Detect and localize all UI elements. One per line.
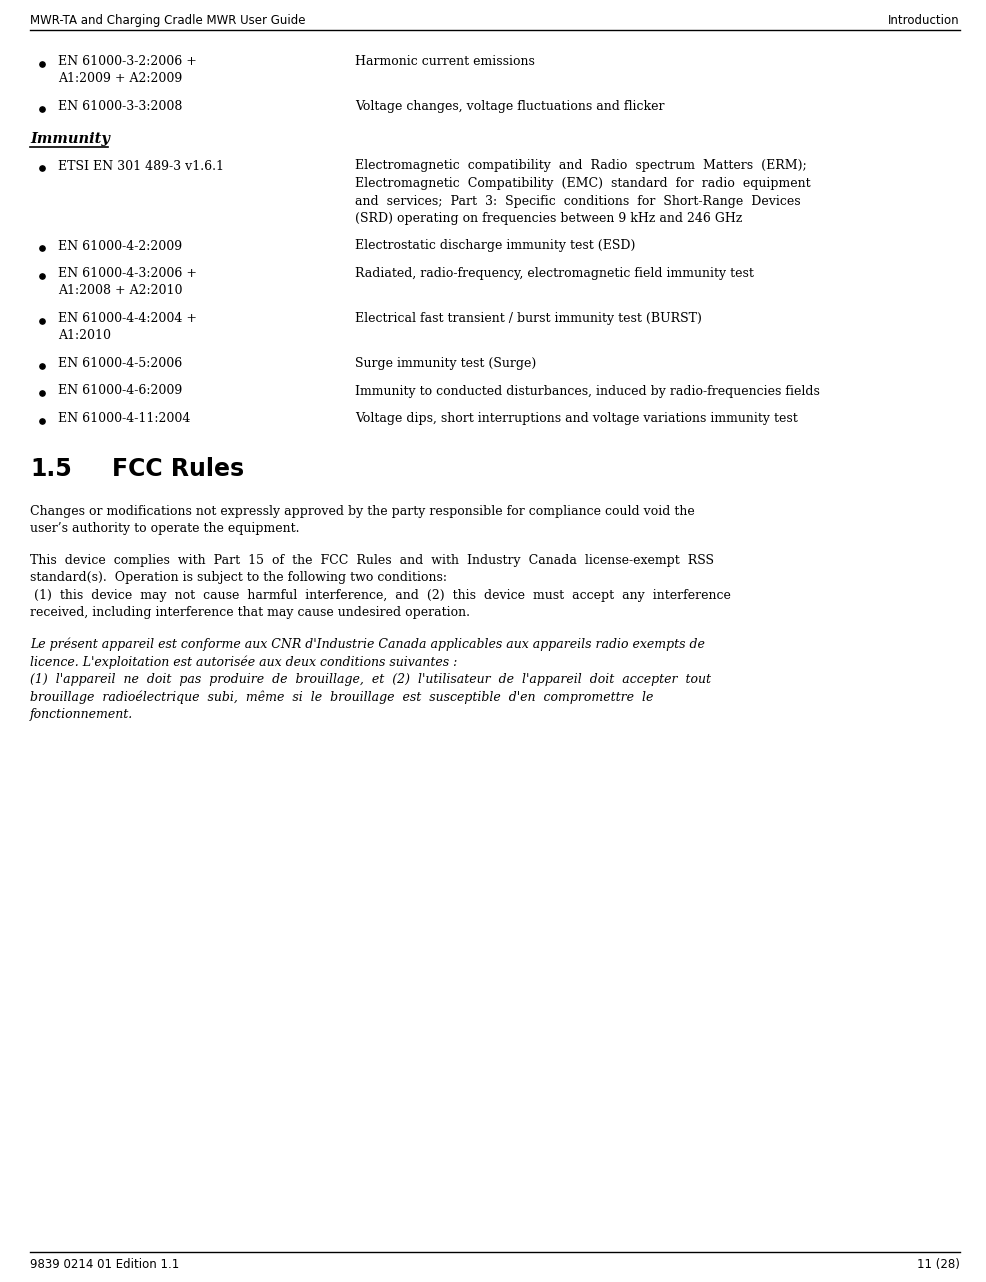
- Text: fonctionnement.: fonctionnement.: [30, 708, 133, 720]
- Text: FCC Rules: FCC Rules: [111, 458, 244, 482]
- Text: Changes or modifications not expressly approved by the party responsible for com: Changes or modifications not expressly a…: [30, 505, 694, 518]
- Text: Harmonic current emissions: Harmonic current emissions: [355, 55, 534, 68]
- Text: Electromagnetic  compatibility  and  Radio  spectrum  Matters  (ERM);: Electromagnetic compatibility and Radio …: [355, 159, 806, 173]
- Text: (1)  this  device  may  not  cause  harmful  interference,  and  (2)  this  devi: (1) this device may not cause harmful in…: [30, 588, 731, 603]
- Text: ETSI EN 301 489-3 v1.6.1: ETSI EN 301 489-3 v1.6.1: [58, 159, 224, 173]
- Text: standard(s).  Operation is subject to the following two conditions:: standard(s). Operation is subject to the…: [30, 572, 447, 585]
- Text: (1)  l'appareil  ne  doit  pas  produire  de  brouillage,  et  (2)  l'utilisateu: (1) l'appareil ne doit pas produire de b…: [30, 673, 710, 686]
- Text: Voltage changes, voltage fluctuations and flicker: Voltage changes, voltage fluctuations an…: [355, 100, 664, 113]
- Text: MWR-TA and Charging Cradle MWR User Guide: MWR-TA and Charging Cradle MWR User Guid…: [30, 14, 306, 27]
- Text: 11 (28): 11 (28): [916, 1258, 959, 1270]
- Text: received, including interference that may cause undesired operation.: received, including interference that ma…: [30, 606, 469, 619]
- Text: EN 61000-4-2:2009: EN 61000-4-2:2009: [58, 240, 182, 253]
- Text: licence. L'exploitation est autorisée aux deux conditions suivantes :: licence. L'exploitation est autorisée au…: [30, 655, 457, 669]
- Text: EN 61000-4-4:2004 +: EN 61000-4-4:2004 +: [58, 312, 197, 326]
- Text: Le présent appareil est conforme aux CNR d'Industrie Canada applicables aux appa: Le présent appareil est conforme aux CNR…: [30, 638, 704, 651]
- Text: Electrical fast transient / burst immunity test (BURST): Electrical fast transient / burst immuni…: [355, 312, 701, 326]
- Text: (SRD) operating on frequencies between 9 kHz and 246 GHz: (SRD) operating on frequencies between 9…: [355, 212, 741, 226]
- Text: EN 61000-3-3:2008: EN 61000-3-3:2008: [58, 100, 182, 113]
- Text: Surge immunity test (Surge): Surge immunity test (Surge): [355, 356, 535, 370]
- Text: A1:2009 + A2:2009: A1:2009 + A2:2009: [58, 73, 182, 86]
- Text: EN 61000-4-11:2004: EN 61000-4-11:2004: [58, 412, 190, 426]
- Text: user’s authority to operate the equipment.: user’s authority to operate the equipmen…: [30, 522, 299, 536]
- Text: brouillage  radioélectrique  subi,  même  si  le  brouillage  est  susceptible  : brouillage radioélectrique subi, même si…: [30, 691, 653, 704]
- Text: EN 61000-4-6:2009: EN 61000-4-6:2009: [58, 385, 182, 397]
- Text: This  device  complies  with  Part  15  of  the  FCC  Rules  and  with  Industry: This device complies with Part 15 of the…: [30, 554, 713, 567]
- Text: EN 61000-3-2:2006 +: EN 61000-3-2:2006 +: [58, 55, 196, 68]
- Text: Immunity to conducted disturbances, induced by radio-frequencies fields: Immunity to conducted disturbances, indu…: [355, 385, 819, 397]
- Text: EN 61000-4-5:2006: EN 61000-4-5:2006: [58, 356, 182, 370]
- Text: 9839 0214 01 Edition 1.1: 9839 0214 01 Edition 1.1: [30, 1258, 179, 1270]
- Text: EN 61000-4-3:2006 +: EN 61000-4-3:2006 +: [58, 267, 197, 279]
- Text: Electrostatic discharge immunity test (ESD): Electrostatic discharge immunity test (E…: [355, 240, 635, 253]
- Text: Voltage dips, short interruptions and voltage variations immunity test: Voltage dips, short interruptions and vo…: [355, 412, 797, 426]
- Text: Electromagnetic  Compatibility  (EMC)  standard  for  radio  equipment: Electromagnetic Compatibility (EMC) stan…: [355, 177, 810, 190]
- Text: 1.5: 1.5: [30, 458, 72, 482]
- Text: and  services;  Part  3:  Specific  conditions  for  Short-Range  Devices: and services; Part 3: Specific condition…: [355, 195, 800, 208]
- Text: Immunity: Immunity: [30, 132, 109, 145]
- Text: A1:2008 + A2:2010: A1:2008 + A2:2010: [58, 285, 182, 297]
- Text: A1:2010: A1:2010: [58, 329, 110, 342]
- Text: Introduction: Introduction: [887, 14, 959, 27]
- Text: Radiated, radio-frequency, electromagnetic field immunity test: Radiated, radio-frequency, electromagnet…: [355, 267, 753, 279]
